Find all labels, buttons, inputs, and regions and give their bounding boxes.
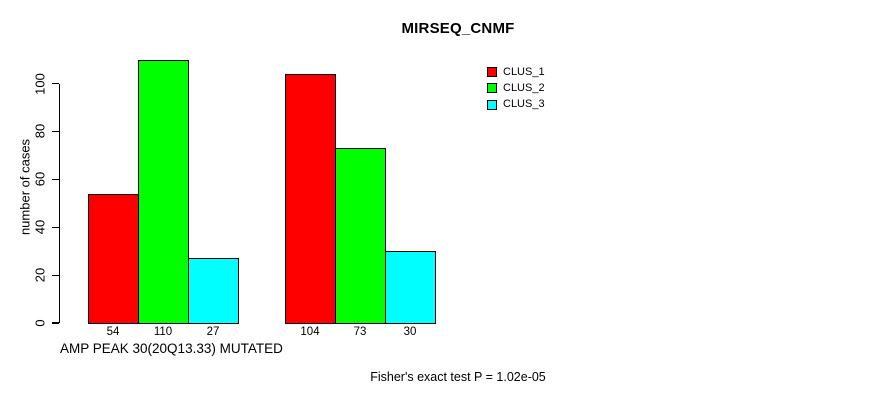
chart-title: MIRSEQ_CNMF [401, 20, 515, 37]
y-tick-label: 80 [32, 124, 48, 139]
y-tick-mark [52, 322, 59, 324]
legend-swatch-icon [487, 83, 497, 94]
y-tick-label: 40 [32, 219, 48, 235]
y-tick-mark [52, 178, 59, 180]
legend: CLUS_1 CLUS_2 CLUS_3 [487, 64, 545, 113]
bar-value-label: 104 [300, 326, 320, 338]
y-tick-label: 100 [32, 72, 48, 95]
legend-label: CLUS_2 [503, 81, 545, 94]
legend-label: CLUS_3 [503, 98, 545, 111]
bar-value-label: 30 [403, 326, 417, 338]
y-tick-mark [52, 130, 59, 132]
bar-clus_2-group1 [138, 59, 189, 324]
y-axis-title: number of cases [17, 138, 33, 236]
legend-swatch-icon [487, 67, 497, 78]
bar-clus_2-group2 [335, 148, 386, 324]
bar-value-label: 73 [353, 326, 367, 338]
y-tick-label: 20 [32, 267, 48, 283]
legend-item-clus_1: CLUS_1 [487, 64, 545, 80]
bar-clus_3-group2 [385, 251, 436, 324]
legend-item-clus_2: CLUS_2 [487, 80, 545, 96]
bar-value-label: 27 [206, 326, 220, 338]
footer-note: Fisher's exact test P = 1.02e-05 [370, 370, 546, 384]
y-tick-mark [52, 274, 59, 276]
y-tick-label: 60 [32, 172, 48, 187]
y-tick-mark [52, 226, 59, 228]
bar-clus_1-group1 [88, 193, 139, 324]
y-tick-mark [52, 82, 59, 85]
x-axis-title: AMP PEAK 30(20Q13.33) MUTATED [60, 341, 283, 356]
legend-swatch-icon [487, 99, 497, 110]
bar-value-label: 54 [106, 326, 120, 338]
legend-label: CLUS_1 [503, 65, 545, 78]
bar-clus_3-group1 [188, 258, 239, 324]
legend-item-clus_3: CLUS_3 [487, 97, 545, 113]
y-axis-line [59, 83, 61, 323]
y-tick-label: 0 [32, 319, 48, 327]
bar-clus_1-group2 [285, 73, 336, 324]
bar-value-label: 110 [153, 326, 173, 338]
